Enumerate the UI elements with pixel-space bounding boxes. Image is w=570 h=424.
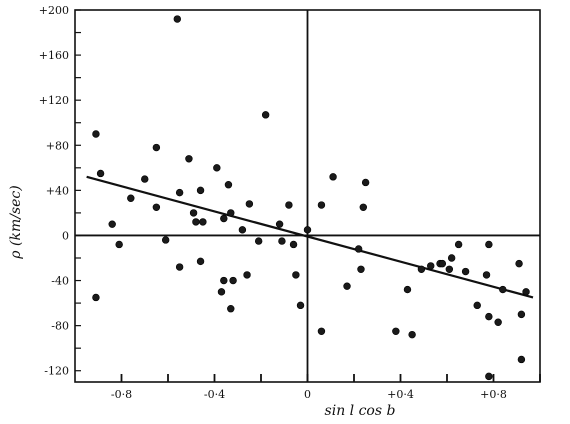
data-point xyxy=(289,240,298,249)
x-tick-label: +0·4 xyxy=(387,388,414,401)
y-tick-label: +160 xyxy=(39,49,69,62)
data-point xyxy=(196,257,205,266)
x-axis-title: sin l cos b xyxy=(325,403,396,419)
x-axis-ticks: -0·8 -0·4 0 +0·4 +0·8 xyxy=(111,374,541,401)
data-point xyxy=(185,155,193,163)
data-point xyxy=(245,200,254,208)
data-point xyxy=(317,201,326,209)
y-tick-label: +40 xyxy=(46,184,69,197)
data-point xyxy=(461,267,470,276)
data-point xyxy=(261,111,270,119)
data-point xyxy=(141,175,149,183)
data-point xyxy=(224,181,233,189)
data-point xyxy=(454,240,463,249)
data-point xyxy=(359,203,367,211)
zero-lines xyxy=(75,10,540,382)
data-point xyxy=(354,245,363,253)
data-point xyxy=(303,226,312,234)
data-point xyxy=(343,282,351,290)
data-point xyxy=(485,312,493,321)
data-point xyxy=(161,236,170,244)
y-axis-ticks: +200 +160 +120 +80 +40 0 -40 -80 -120 xyxy=(39,4,81,378)
data-point xyxy=(317,327,326,335)
data-point xyxy=(175,188,184,197)
data-point xyxy=(199,218,207,226)
data-point xyxy=(152,203,161,211)
data-point xyxy=(517,355,526,364)
data-point xyxy=(192,218,200,226)
data-point xyxy=(127,194,135,202)
data-point xyxy=(427,262,435,270)
data-point xyxy=(92,293,100,302)
data-point xyxy=(227,305,235,313)
data-point xyxy=(392,327,400,335)
x-tick-label: 0 xyxy=(304,388,311,401)
data-point xyxy=(285,201,293,209)
y-tick-label: 0 xyxy=(62,229,69,242)
data-point xyxy=(220,214,228,223)
y-tick-label: -80 xyxy=(51,320,69,333)
data-point xyxy=(108,220,116,228)
data-point xyxy=(473,301,481,310)
data-point xyxy=(408,330,416,339)
data-point xyxy=(517,310,526,319)
data-point xyxy=(220,276,228,285)
data-point xyxy=(227,209,235,217)
trend-line-group xyxy=(86,175,534,299)
data-point xyxy=(213,164,221,172)
data-point xyxy=(238,226,247,234)
y-tick-label: +200 xyxy=(39,4,69,17)
x-tick-label: +0·8 xyxy=(480,388,507,401)
data-point xyxy=(438,259,447,268)
data-point xyxy=(494,318,502,326)
data-points xyxy=(92,15,530,381)
data-point xyxy=(515,259,523,268)
data-point xyxy=(403,285,412,294)
y-tick-label: -40 xyxy=(51,275,69,288)
data-point xyxy=(189,209,198,217)
data-point xyxy=(229,276,237,285)
data-point xyxy=(447,254,456,262)
data-point xyxy=(217,288,226,296)
data-point xyxy=(115,240,123,249)
data-point xyxy=(329,173,337,181)
data-point xyxy=(417,265,426,273)
data-point xyxy=(357,265,365,273)
data-point xyxy=(296,301,305,310)
data-point xyxy=(152,143,161,152)
data-point xyxy=(278,237,286,245)
data-point xyxy=(196,186,205,195)
data-point xyxy=(254,237,263,245)
trend-line xyxy=(86,175,534,299)
data-point xyxy=(292,271,300,279)
data-point xyxy=(92,130,100,138)
data-point xyxy=(522,288,530,296)
data-point xyxy=(173,15,182,23)
data-point xyxy=(96,169,105,178)
data-point xyxy=(485,240,493,249)
data-point xyxy=(361,178,370,187)
y-tick-label: +120 xyxy=(39,94,69,107)
data-point xyxy=(175,263,184,271)
data-point xyxy=(482,271,491,279)
x-tick-label: -0·4 xyxy=(204,388,225,401)
x-tick-label: -0·8 xyxy=(111,388,132,401)
data-point xyxy=(445,265,454,273)
data-point xyxy=(243,271,251,279)
data-point xyxy=(485,372,493,381)
y-tick-label: -120 xyxy=(44,365,69,378)
y-tick-label: +80 xyxy=(46,139,69,152)
data-point xyxy=(499,285,507,294)
y-axis-title: ρ (km/sec) xyxy=(8,185,24,259)
data-point xyxy=(275,220,284,228)
